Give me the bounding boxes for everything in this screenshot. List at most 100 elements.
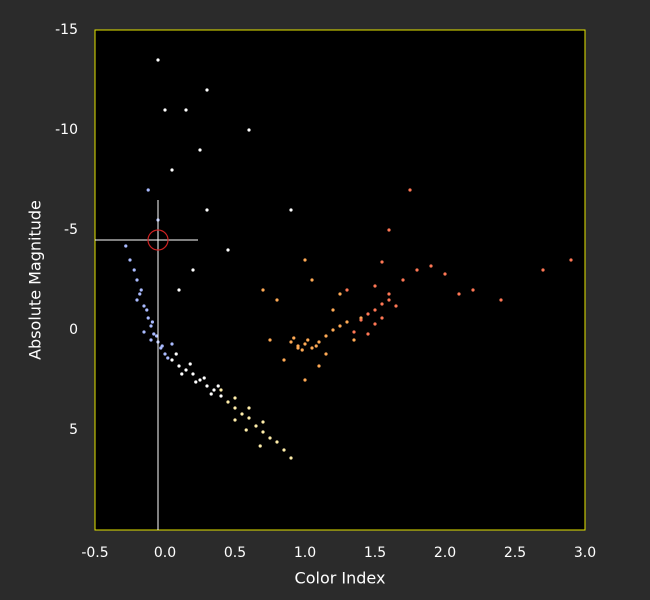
- star-point: [345, 320, 349, 324]
- star-point: [569, 258, 573, 262]
- star-point: [170, 358, 174, 362]
- star-point: [317, 364, 321, 368]
- star-point: [184, 108, 188, 112]
- star-point: [184, 368, 188, 372]
- y-tick-label: 0: [69, 322, 78, 338]
- y-tick-label: 5: [69, 422, 78, 438]
- star-point: [275, 440, 279, 444]
- star-point: [415, 268, 419, 272]
- star-point: [408, 188, 412, 192]
- star-point: [209, 392, 213, 396]
- star-point: [331, 308, 335, 312]
- star-point: [310, 278, 314, 282]
- star-point: [170, 168, 174, 172]
- y-tick-label: -10: [55, 122, 78, 138]
- star-point: [216, 384, 220, 388]
- x-tick-label: 3.0: [574, 545, 596, 561]
- star-point: [139, 288, 143, 292]
- star-point: [282, 358, 286, 362]
- star-point: [345, 288, 349, 292]
- plot-area: [94, 29, 586, 531]
- star-point: [191, 268, 195, 272]
- star-point: [268, 338, 272, 342]
- star-point: [499, 298, 503, 302]
- y-axis-title: Absolute Magnitude: [26, 200, 45, 360]
- star-point: [150, 320, 154, 324]
- star-point: [261, 288, 265, 292]
- star-point: [324, 334, 328, 338]
- star-point: [212, 388, 216, 392]
- star-point: [163, 352, 167, 356]
- star-point: [132, 268, 136, 272]
- star-point: [219, 388, 223, 392]
- star-point: [314, 344, 318, 348]
- star-point: [180, 372, 184, 376]
- star-point: [261, 430, 265, 434]
- cursor-ring: [147, 229, 169, 251]
- star-point: [471, 288, 475, 292]
- star-point: [366, 332, 370, 336]
- star-point: [226, 248, 230, 252]
- star-point: [170, 342, 174, 346]
- star-point: [394, 304, 398, 308]
- star-point: [289, 208, 293, 212]
- star-point: [373, 322, 377, 326]
- star-point: [226, 400, 230, 404]
- star-point: [457, 292, 461, 296]
- star-point: [149, 338, 153, 342]
- star-point: [292, 336, 296, 340]
- star-point: [380, 316, 384, 320]
- x-tick-label: -0.5: [81, 545, 108, 561]
- star-point: [198, 148, 202, 152]
- star-point: [163, 108, 167, 112]
- star-point: [142, 304, 146, 308]
- star-point: [282, 448, 286, 452]
- star-point: [205, 384, 209, 388]
- x-tick-label: 0.5: [224, 545, 246, 561]
- star-point: [338, 292, 342, 296]
- star-point: [142, 330, 146, 334]
- star-point: [198, 378, 202, 382]
- star-point: [306, 338, 310, 342]
- star-point: [387, 228, 391, 232]
- star-point: [331, 328, 335, 332]
- star-point: [317, 340, 321, 344]
- star-point: [373, 284, 377, 288]
- star-point: [338, 324, 342, 328]
- x-tick-label: 2.0: [434, 545, 456, 561]
- star-point: [258, 444, 262, 448]
- x-tick-label: 1.5: [364, 545, 386, 561]
- star-point: [194, 380, 198, 384]
- star-point: [289, 456, 293, 460]
- x-tick-label: 1.0: [294, 545, 316, 561]
- star-point: [289, 340, 293, 344]
- star-point: [149, 324, 153, 328]
- x-axis-title: Color Index: [295, 569, 386, 588]
- star-point: [324, 352, 328, 356]
- star-point: [443, 272, 447, 276]
- star-point: [177, 364, 181, 368]
- star-point: [160, 344, 164, 348]
- star-point: [254, 424, 258, 428]
- star-point: [303, 378, 307, 382]
- star-point: [247, 406, 251, 410]
- star-point: [380, 260, 384, 264]
- star-point: [156, 58, 160, 62]
- star-point: [219, 394, 223, 398]
- star-point: [177, 288, 181, 292]
- star-point: [366, 312, 370, 316]
- star-point: [188, 362, 192, 366]
- star-point: [541, 268, 545, 272]
- star-point: [310, 346, 314, 350]
- star-point: [261, 420, 265, 424]
- star-point: [233, 406, 237, 410]
- star-point: [373, 308, 377, 312]
- star-point: [146, 188, 150, 192]
- star-point: [380, 302, 384, 306]
- star-point: [205, 88, 209, 92]
- star-point: [152, 332, 156, 336]
- star-point: [387, 298, 391, 302]
- star-point: [174, 352, 178, 356]
